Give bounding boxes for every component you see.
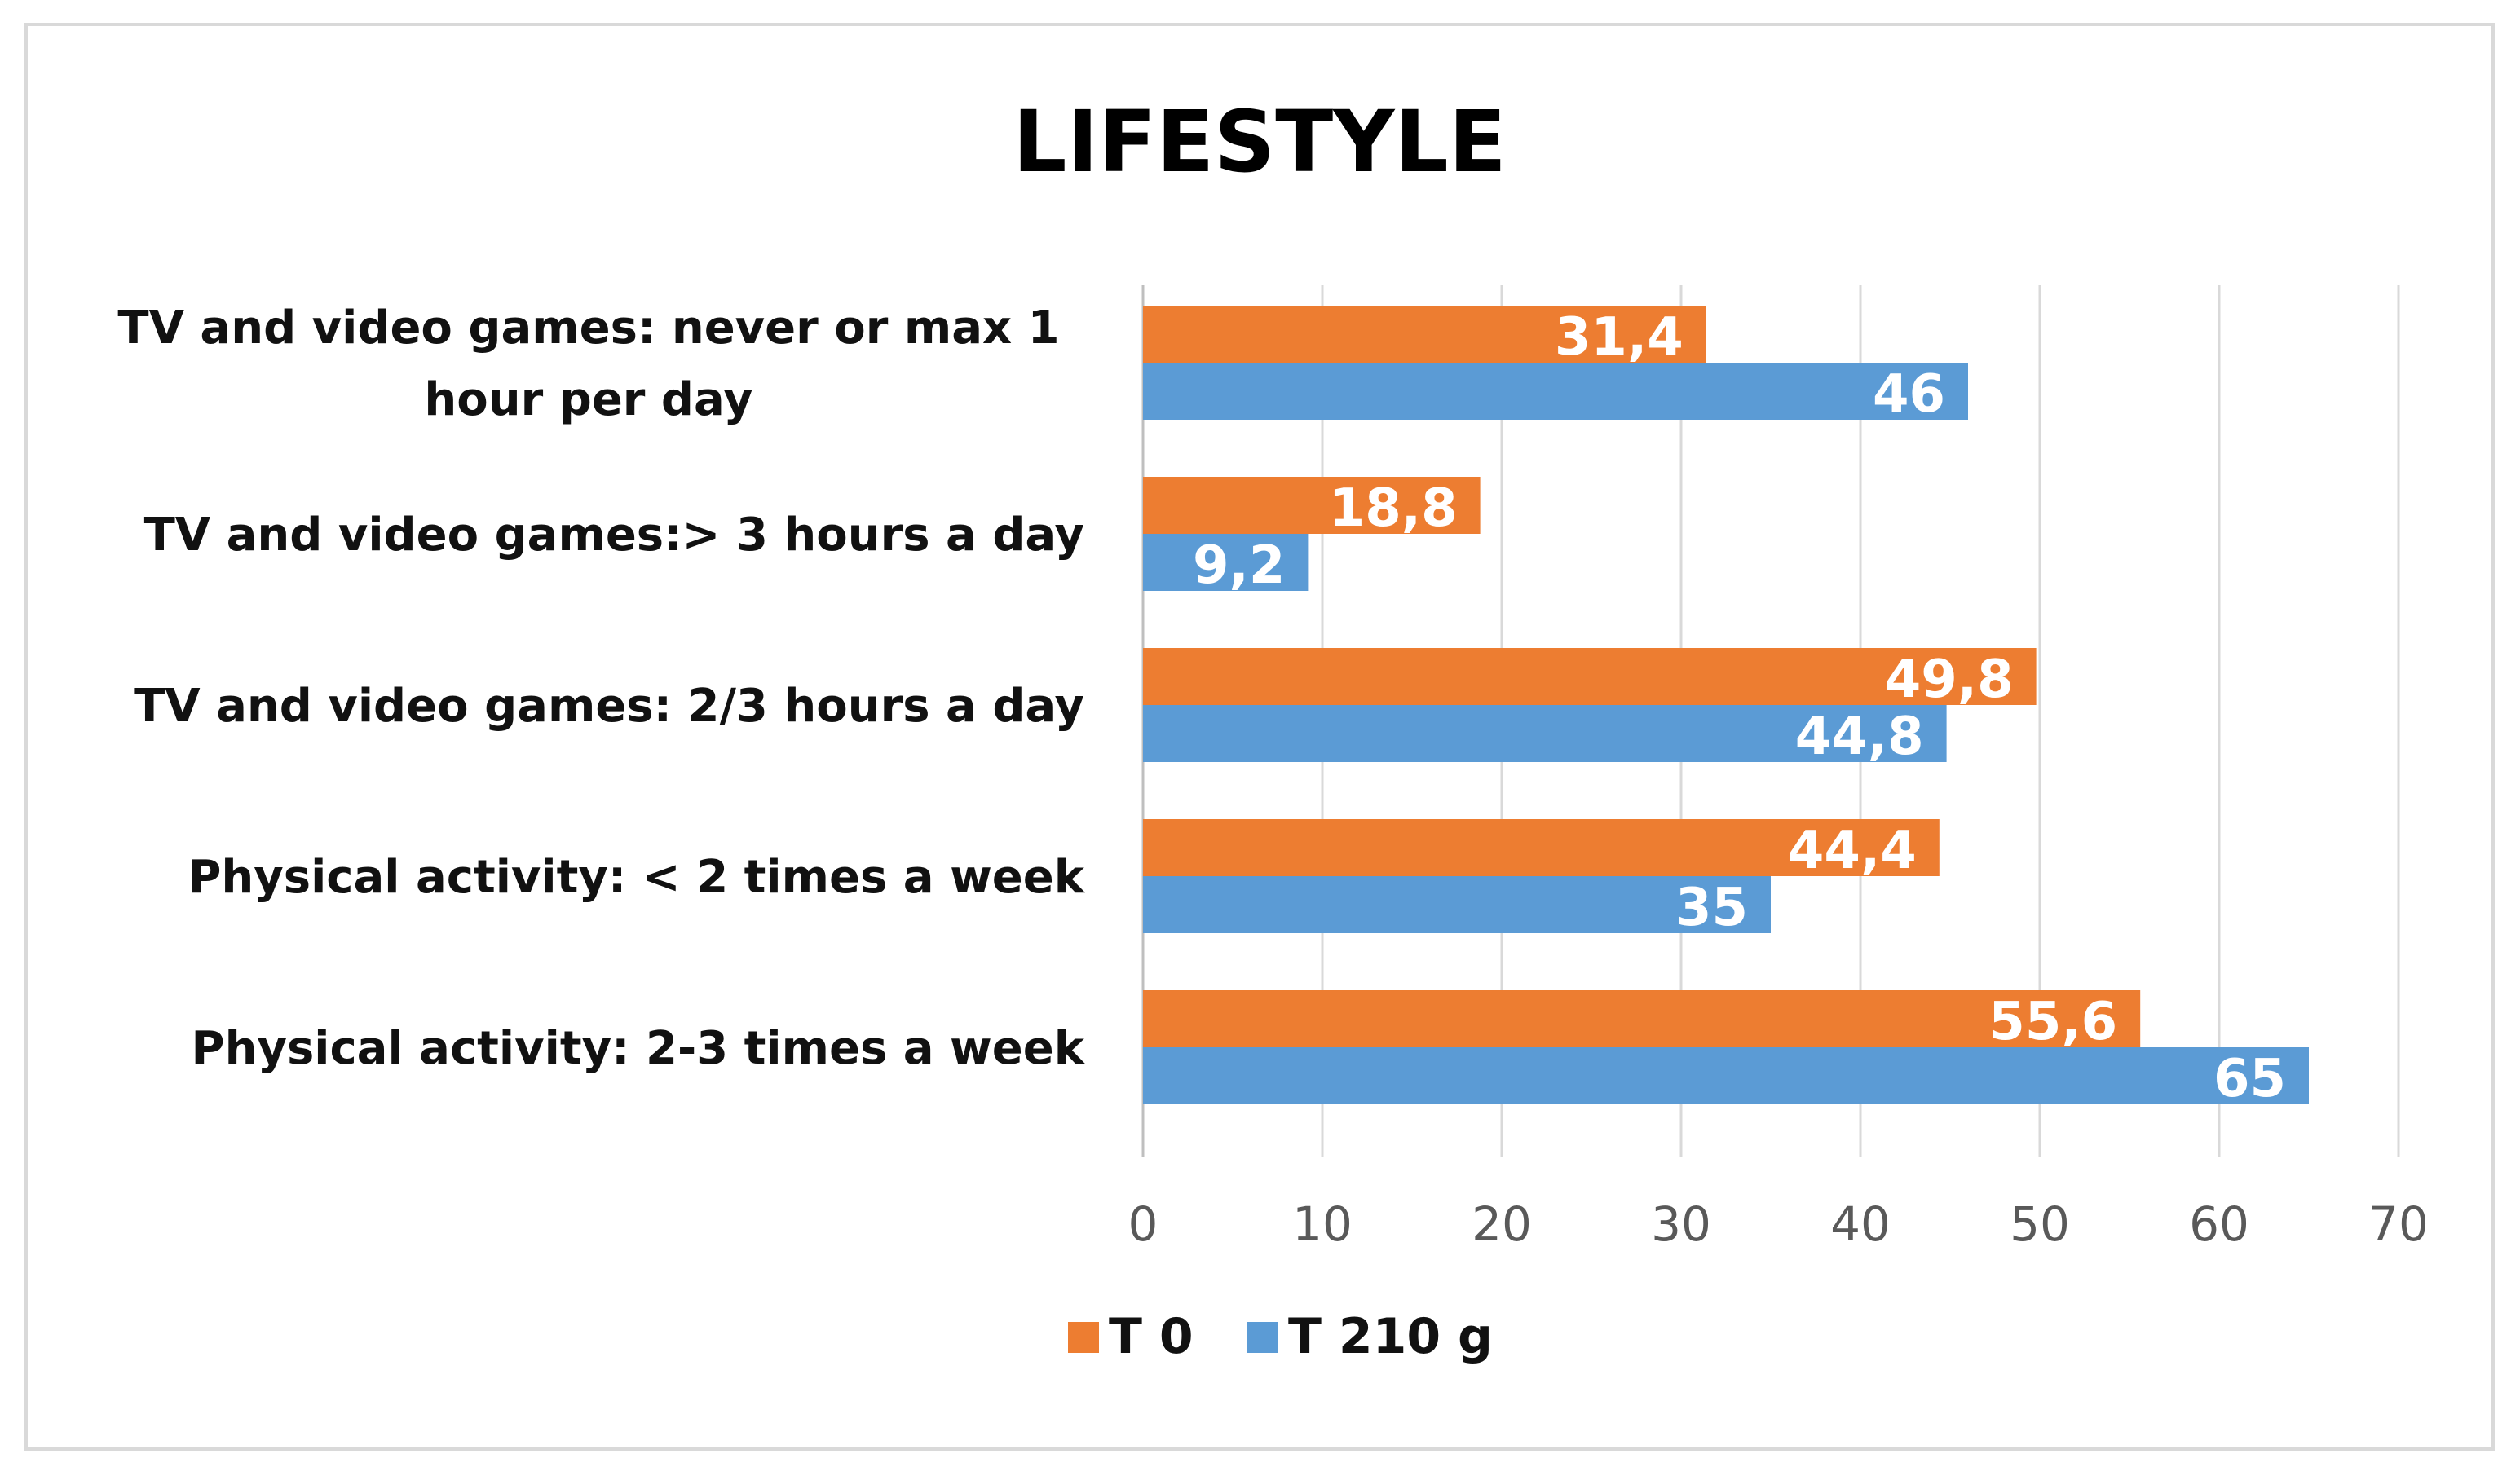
legend-label: T 0	[1109, 1308, 1194, 1365]
category-axis: TV and video games: never or max 1 hour p…	[117, 302, 1085, 1075]
category-label: Physical activity: < 2 times a week	[188, 851, 1085, 904]
x-tick-label: 40	[1830, 1196, 1891, 1252]
data-label: 65	[2213, 1049, 2286, 1109]
category-label: TV and video games: never or max 1 hour p…	[117, 302, 1059, 426]
data-label: 31,4	[1555, 307, 1684, 368]
bars: 31,4 46 18,8 9,2 49,844,8 44,4 35 55,6 65	[1143, 306, 2309, 1109]
category-label: TV and video games:> 3 hours a day	[144, 509, 1084, 562]
x-tick-label: 10	[1292, 1196, 1353, 1252]
value-axis: 0 10 20 30 40 50 60 70	[1128, 1196, 2429, 1252]
x-tick-label: 60	[2189, 1196, 2249, 1252]
bar-t210g	[1143, 1047, 2309, 1104]
data-label: 55,6	[1988, 992, 2117, 1052]
bar-t210g	[1143, 876, 1771, 933]
data-label: 44,8	[1795, 707, 1924, 767]
bar-t210g	[1143, 363, 1968, 420]
data-label: 9,2	[1193, 535, 1285, 596]
x-tick-label: 20	[1472, 1196, 1532, 1252]
x-tick-label: 0	[1128, 1196, 1158, 1252]
x-tick-label: 70	[2368, 1196, 2429, 1252]
bar-t0	[1143, 306, 1706, 363]
legend-label: T 210 g	[1288, 1308, 1493, 1365]
category-label: Physical activity: 2-3 times a week	[192, 1022, 1086, 1075]
bar-t0	[1143, 477, 1481, 534]
data-label: 18,8	[1329, 478, 1458, 539]
data-label: 44,4	[1788, 821, 1917, 881]
bar-t0	[1143, 990, 2141, 1047]
chart-title: LIFESTYLE	[1013, 92, 1507, 192]
category-label: TV and video games: 2/3 hours a day	[134, 680, 1084, 733]
bar-t210g	[1143, 705, 1947, 762]
data-label: 46	[1873, 364, 1945, 425]
bar-t0	[1143, 819, 1940, 876]
bar-t0	[1143, 648, 2037, 705]
legend-swatch	[1068, 1322, 1099, 1353]
bar-t210g	[1143, 534, 1309, 591]
x-tick-label: 30	[1651, 1196, 1711, 1252]
x-tick-label: 50	[2010, 1196, 2070, 1252]
data-label: 35	[1675, 878, 1748, 938]
data-label: 49,8	[1885, 650, 2014, 710]
legend: T 0 T 210 g	[1068, 1308, 1493, 1365]
legend-swatch	[1247, 1322, 1278, 1353]
